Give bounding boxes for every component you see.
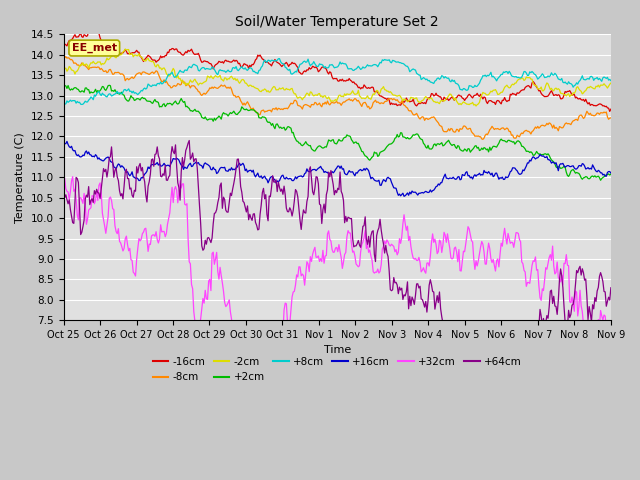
Title: Soil/Water Temperature Set 2: Soil/Water Temperature Set 2 [236,15,439,29]
+64cm [463,337,471,343]
Text: EE_met: EE_met [72,43,117,53]
-8cm [292,97,300,103]
+64cm [60,189,67,194]
+8cm [292,69,300,75]
Line: +2cm: +2cm [63,83,611,180]
-8cm [231,93,239,98]
Line: +64cm: +64cm [63,141,611,396]
+64cm [292,187,300,192]
+64cm [231,174,239,180]
-16cm [463,95,471,100]
+16cm [394,189,401,195]
-2cm [122,46,129,52]
Line: +32cm: +32cm [63,175,611,362]
-16cm [231,59,239,64]
+2cm [462,147,470,153]
-8cm [367,105,375,111]
+2cm [291,133,298,139]
+32cm [60,172,67,178]
+16cm [367,176,375,181]
+64cm [607,285,614,291]
-8cm [394,97,401,103]
+8cm [276,56,284,61]
-8cm [559,125,567,131]
-2cm [559,91,567,96]
Line: -2cm: -2cm [63,49,611,106]
+8cm [368,63,376,69]
+2cm [596,178,604,183]
-8cm [607,115,614,121]
+16cm [231,167,239,173]
+32cm [463,232,471,238]
+8cm [464,87,472,93]
-16cm [394,103,401,108]
-8cm [62,54,70,60]
+16cm [63,139,71,144]
+8cm [231,66,239,72]
Line: -8cm: -8cm [63,57,611,139]
-2cm [292,91,300,96]
+2cm [366,157,374,163]
+16cm [559,160,567,166]
+32cm [607,324,614,330]
+32cm [367,253,375,259]
-2cm [60,69,67,74]
-16cm [606,108,614,114]
+16cm [400,193,408,199]
+32cm [558,273,566,278]
X-axis label: Time: Time [324,346,351,356]
+2cm [557,166,564,171]
+8cm [78,102,86,108]
+16cm [60,142,67,147]
Line: +8cm: +8cm [63,59,611,105]
-2cm [231,75,239,81]
-2cm [463,101,471,107]
+16cm [607,170,614,176]
-2cm [472,103,480,109]
Line: +16cm: +16cm [63,142,611,196]
-8cm [60,56,67,62]
+8cm [559,79,567,85]
-16cm [558,96,566,102]
-2cm [607,80,614,86]
-8cm [463,126,471,132]
+32cm [394,252,401,258]
Legend: -16cm, -8cm, -2cm, +2cm, +8cm, +16cm, +32cm, +64cm: -16cm, -8cm, -2cm, +2cm, +8cm, +16cm, +3… [148,353,526,386]
-8cm [479,136,487,142]
-16cm [607,106,614,112]
-16cm [93,28,100,34]
+8cm [607,78,614,84]
+8cm [394,59,402,65]
+2cm [60,80,67,85]
Y-axis label: Temperature (C): Temperature (C) [15,132,25,223]
Line: -16cm: -16cm [63,31,611,111]
+64cm [394,282,401,288]
+2cm [392,135,400,141]
-2cm [394,93,401,99]
+2cm [607,171,614,177]
-16cm [367,85,375,91]
+2cm [230,108,237,114]
+64cm [186,138,193,144]
+16cm [464,173,472,179]
-2cm [367,96,375,102]
+64cm [367,233,375,239]
+32cm [260,360,268,365]
+8cm [60,101,67,107]
+32cm [292,282,300,288]
-16cm [60,42,67,48]
+64cm [476,393,483,399]
-16cm [292,61,300,67]
+16cm [292,174,300,180]
+64cm [559,285,567,290]
+32cm [230,350,237,356]
